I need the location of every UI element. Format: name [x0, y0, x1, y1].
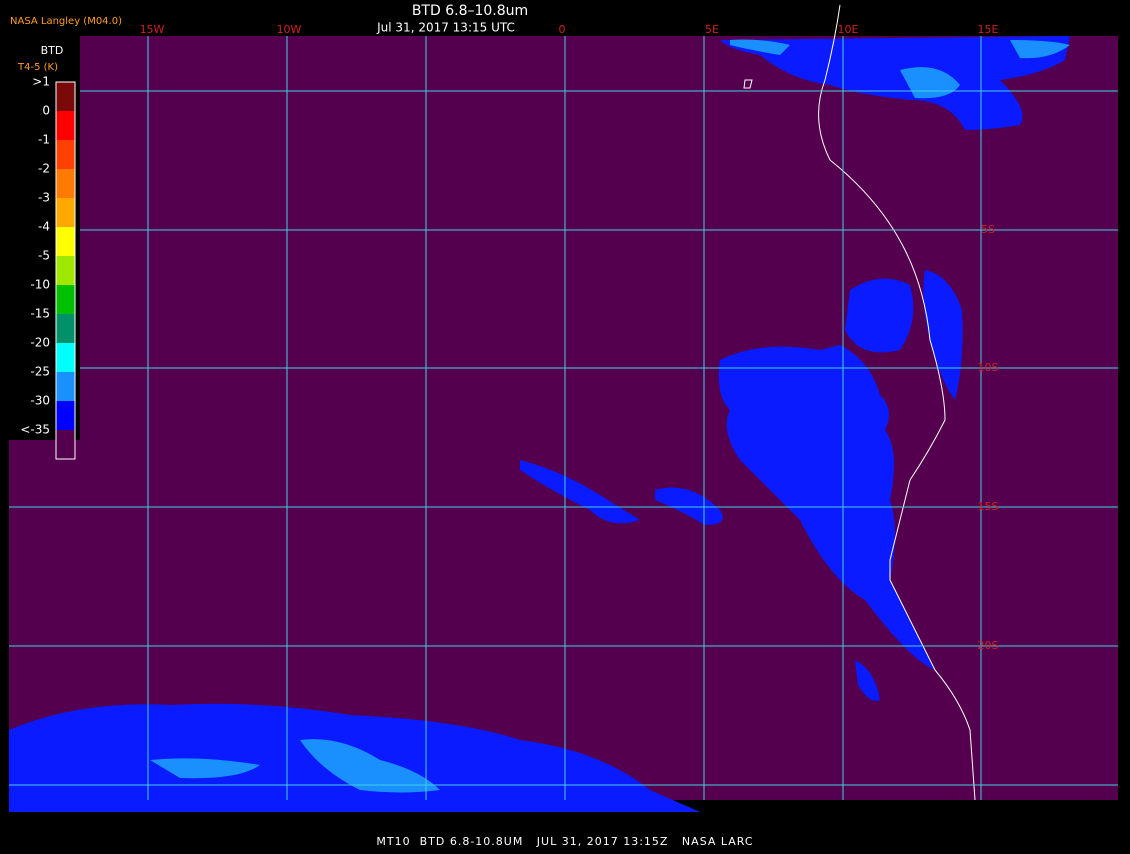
legend-label: >1: [32, 75, 50, 89]
legend-swatch: [56, 285, 75, 314]
latitude-label: 20S: [978, 639, 999, 652]
latitude-label: 10S: [978, 361, 999, 374]
legend: >1 0 -1 -2 -3 -4 -5 -10 -15 -20 -25 -30 <-35: [20, 75, 76, 460]
legend-label: -3: [38, 191, 50, 205]
island: [743, 79, 753, 89]
legend-swatch: [56, 430, 75, 459]
legend-swatch: [56, 169, 75, 198]
legend-label: -25: [30, 365, 50, 379]
legend-swatch: [56, 343, 75, 372]
latitude-label: 5S: [981, 223, 995, 236]
legend-swatch: [56, 82, 75, 111]
longitude-label: 15W: [140, 23, 165, 36]
longitude-label: 5E: [705, 23, 719, 36]
credit: NASA Langley (M04.0): [10, 16, 122, 27]
legend-swatch: [56, 256, 75, 285]
legend-swatch: [56, 140, 75, 169]
title: BTD 6.8–10.8um: [412, 3, 528, 19]
legend-title: BTD: [41, 44, 64, 57]
legend-label: -30: [30, 394, 50, 408]
map-area: [9, 36, 1118, 800]
legend-swatch: [56, 198, 75, 227]
legend-label: 0: [42, 104, 50, 118]
graticule: [9, 36, 1118, 800]
legend-label: -2: [38, 162, 50, 176]
latitude-label: 15S: [978, 500, 999, 513]
map-labels: 15W 10W 0 5E 10E 15E 5S 10S 15S 20S: [140, 23, 999, 652]
legend-label: -4: [38, 220, 50, 234]
legend-swatch: [56, 401, 75, 430]
legend-frame: [55, 81, 76, 460]
legend-label: -1: [38, 133, 50, 147]
longitude-label: 10W: [277, 23, 302, 36]
legend-units: T4-5 (K): [17, 62, 58, 73]
longitude-label: 10E: [838, 23, 859, 36]
cloud-regions-light: [150, 39, 1070, 793]
subtitle: Jul 31, 2017 13:15 UTC: [376, 21, 515, 35]
legend-swatch: [56, 372, 75, 401]
legend-swatch: [56, 314, 75, 343]
legend-label: -20: [30, 336, 50, 350]
legend-label: <-35: [20, 423, 50, 437]
legend-label: -5: [38, 249, 50, 263]
footer: MT10 BTD 6.8-10.8UM JUL 31, 2017 13:15Z …: [376, 835, 753, 848]
legend-swatch: [56, 111, 75, 140]
legend-label: -10: [30, 278, 50, 292]
legend-swatch: [56, 227, 75, 256]
coastline: [818, 4, 976, 801]
longitude-label: 15E: [978, 23, 999, 36]
longitude-label: 0: [559, 23, 566, 36]
legend-label: -15: [30, 307, 50, 321]
